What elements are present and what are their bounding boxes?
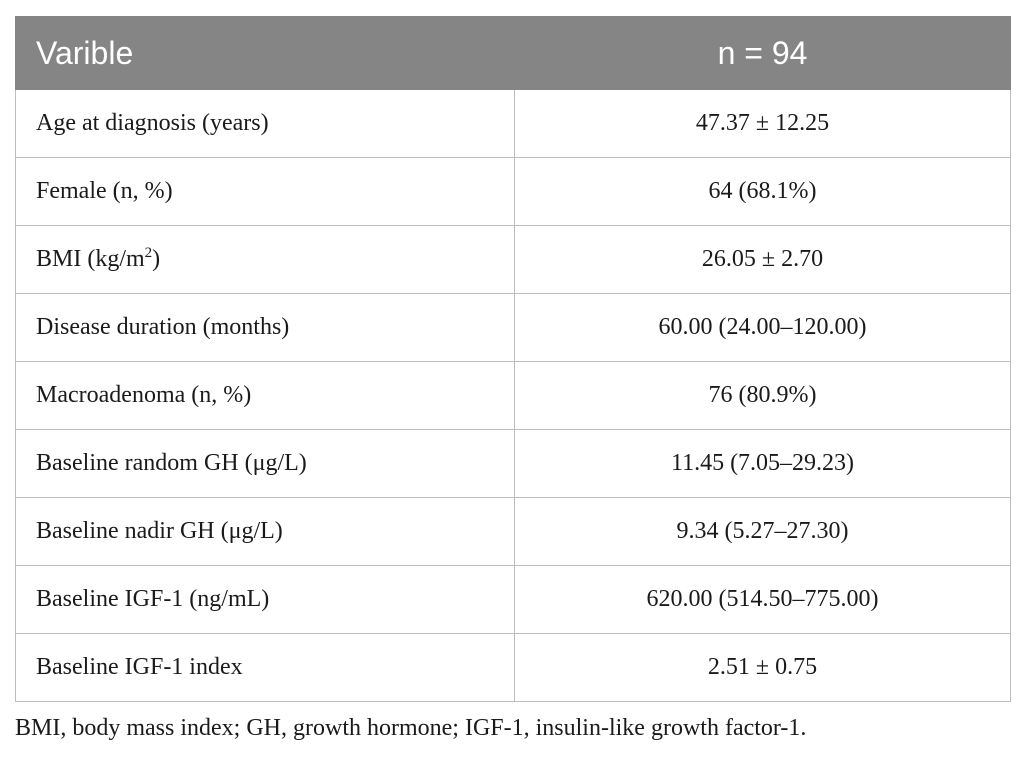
- row-value: 47.37 ± 12.25: [514, 89, 1011, 158]
- row-variable: Macroadenoma (n, %): [15, 361, 515, 430]
- characteristics-table: Varible n = 94 Age at diagnosis (years) …: [15, 16, 1011, 702]
- table-row: Baseline nadir GH (μg/L) 9.34 (5.27–27.3…: [15, 497, 1011, 566]
- row-variable: Female (n, %): [15, 157, 515, 226]
- row-variable: Baseline IGF-1 (ng/mL): [15, 565, 515, 634]
- header-variable: Varible: [15, 16, 515, 90]
- row-variable: Baseline IGF-1 index: [15, 633, 515, 702]
- table-row: Baseline IGF-1 index 2.51 ± 0.75: [15, 633, 1011, 702]
- row-value: 76 (80.9%): [514, 361, 1011, 430]
- bmi-label-superscript: 2: [144, 245, 153, 261]
- row-variable: BMI (kg/m2): [15, 225, 515, 294]
- row-variable: Disease duration (months): [15, 293, 515, 362]
- table-row: Age at diagnosis (years) 47.37 ± 12.25: [15, 89, 1011, 158]
- row-value: 2.51 ± 0.75: [514, 633, 1011, 702]
- row-value: 620.00 (514.50–775.00): [514, 565, 1011, 634]
- table-row: BMI (kg/m2) 26.05 ± 2.70: [15, 225, 1011, 294]
- header-n: n = 94: [514, 16, 1011, 90]
- row-variable: Baseline nadir GH (μg/L): [15, 497, 515, 566]
- table-row: Disease duration (months) 60.00 (24.00–1…: [15, 293, 1011, 362]
- bmi-label-suffix: ): [152, 246, 161, 272]
- table-row: Female (n, %) 64 (68.1%): [15, 157, 1011, 226]
- table-row: Baseline IGF-1 (ng/mL) 620.00 (514.50–77…: [15, 565, 1011, 634]
- row-value: 11.45 (7.05–29.23): [514, 429, 1011, 498]
- table-header-row: Varible n = 94: [15, 16, 1011, 90]
- row-value: 60.00 (24.00–120.00): [514, 293, 1011, 362]
- row-value: 64 (68.1%): [514, 157, 1011, 226]
- row-variable: Age at diagnosis (years): [15, 89, 515, 158]
- table-footnote: BMI, body mass index; GH, growth hormone…: [15, 715, 807, 741]
- table-row: Baseline random GH (μg/L) 11.45 (7.05–29…: [15, 429, 1011, 498]
- row-value: 26.05 ± 2.70: [514, 225, 1011, 294]
- row-variable: Baseline random GH (μg/L): [15, 429, 515, 498]
- characteristics-table-container: Varible n = 94 Age at diagnosis (years) …: [15, 16, 1011, 702]
- table-row: Macroadenoma (n, %) 76 (80.9%): [15, 361, 1011, 430]
- row-value: 9.34 (5.27–27.30): [514, 497, 1011, 566]
- bmi-label-prefix: BMI (kg/m: [36, 246, 145, 272]
